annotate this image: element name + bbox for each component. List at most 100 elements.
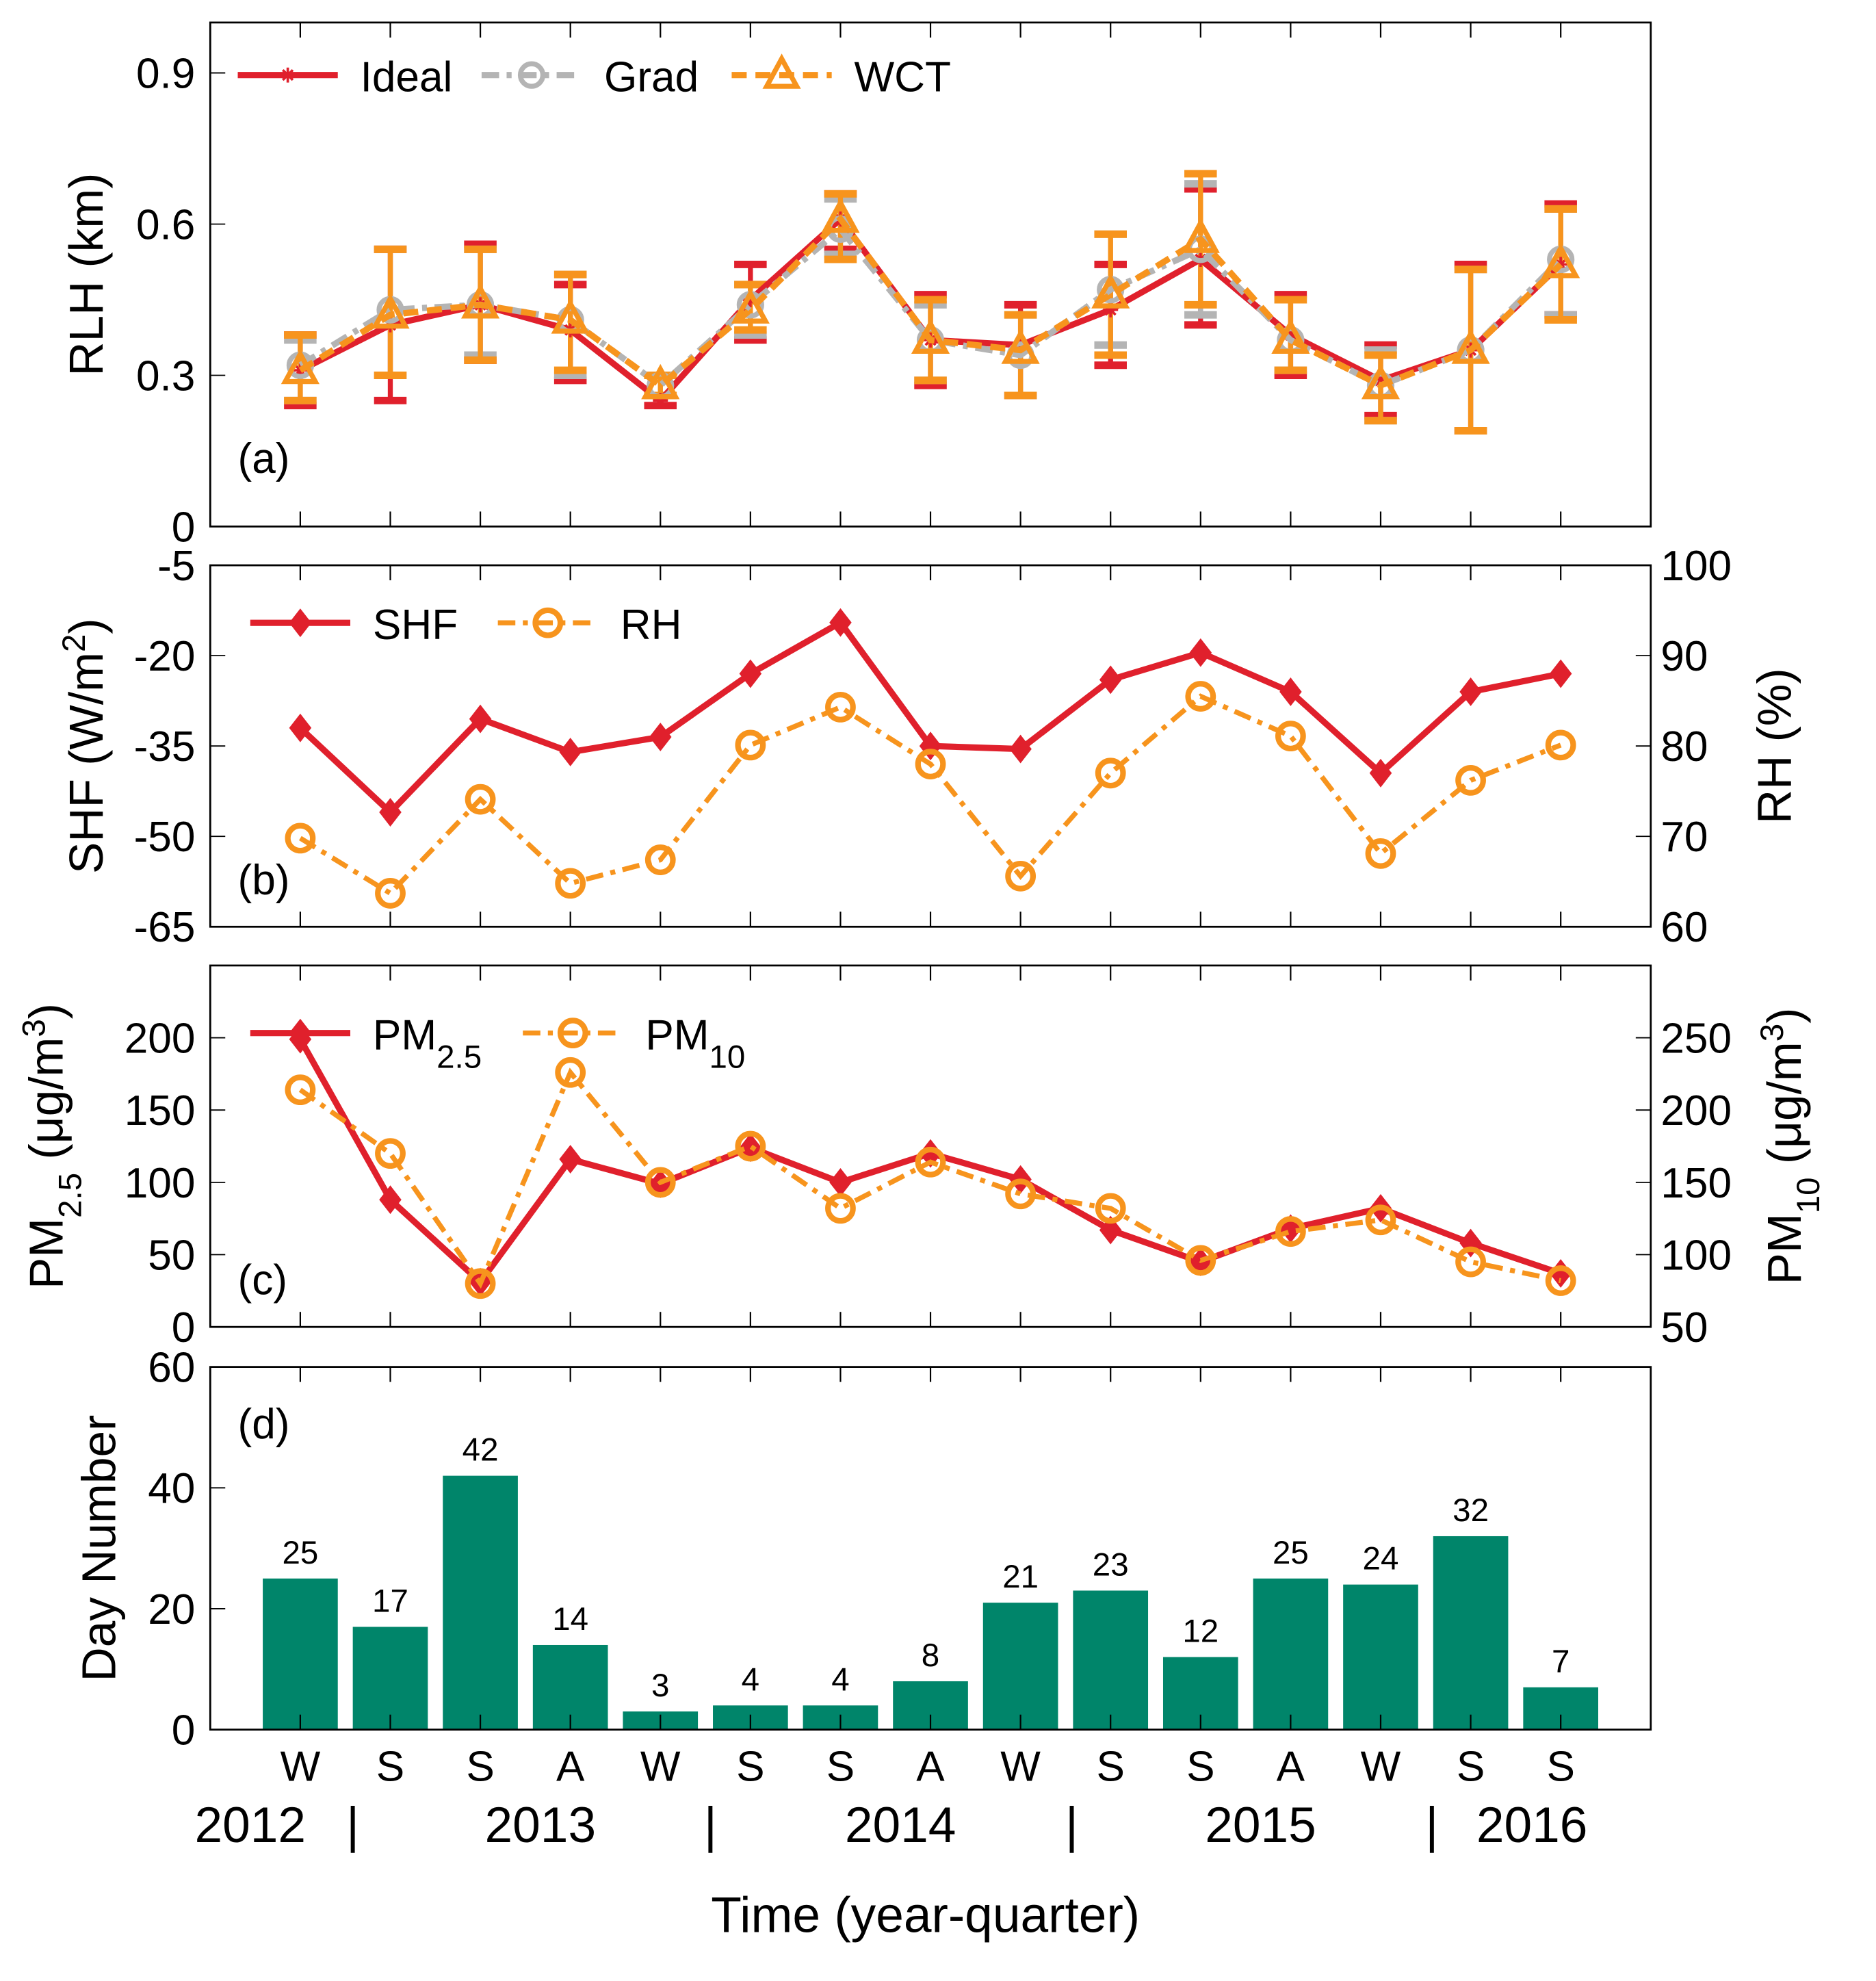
y-axis-d-tick-label: 20 — [148, 1586, 195, 1633]
data-point — [1275, 721, 1306, 752]
data-point — [517, 61, 546, 89]
y-axis-b-tick-label: -20 — [134, 633, 196, 680]
legend-label: PM2.5 — [373, 1011, 482, 1075]
y-axis-c-tick-label: 150 — [125, 1087, 196, 1135]
panel-label-d: (d) — [238, 1401, 290, 1448]
data-point — [1275, 1216, 1306, 1247]
series-rh — [285, 681, 1576, 909]
x-tick-label: A — [1277, 1744, 1305, 1791]
year-separator: | — [704, 1798, 717, 1853]
data-point — [1185, 681, 1216, 712]
legend-pm10: PM10 — [523, 1011, 745, 1075]
series-wct-line — [298, 214, 1563, 390]
y2-axis-c-tick-label: 50 — [1660, 1304, 1708, 1351]
data-point — [379, 798, 402, 827]
y-axis-c-tick-label: 200 — [125, 1015, 196, 1063]
bar — [443, 1475, 518, 1730]
data-point — [1545, 729, 1576, 761]
x-axis-label: Time (year-quarter) — [711, 1888, 1140, 1943]
legend-label: SHF — [373, 601, 458, 649]
data-point — [285, 823, 316, 854]
y2-axis-label-b: RH (%) — [1747, 668, 1801, 824]
bar-value-label: 3 — [651, 1668, 669, 1704]
y-axis-a-tick-label: 0.6 — [136, 201, 195, 248]
y-axis-d-tick-label: 40 — [148, 1465, 195, 1512]
bar — [1253, 1578, 1329, 1730]
data-point — [1459, 677, 1482, 706]
y2-axis-b-tick-label: 80 — [1660, 723, 1708, 771]
data-point — [469, 704, 492, 734]
bar — [1343, 1584, 1418, 1730]
data-point — [280, 67, 296, 83]
series-wct — [281, 197, 1580, 400]
panel-label-a: (a) — [238, 435, 290, 482]
bar-value-label: 23 — [1093, 1547, 1129, 1583]
panel-label-b: (b) — [238, 857, 290, 904]
bar-value-label: 25 — [1273, 1535, 1309, 1571]
legend-ideal: Ideal — [237, 53, 453, 101]
panel-label-c: (c) — [238, 1257, 287, 1304]
y-axis-d-tick-label: 0 — [172, 1707, 196, 1755]
legend-label: Ideal — [361, 53, 453, 101]
data-point — [532, 607, 564, 638]
data-point — [551, 298, 590, 334]
bar — [263, 1578, 338, 1730]
bar-value-label: 7 — [1552, 1644, 1569, 1680]
x-tick-label: S — [1457, 1744, 1485, 1791]
data-point — [289, 608, 312, 638]
y-axis-c-tick-label: 50 — [148, 1232, 195, 1279]
data-point — [1009, 734, 1032, 764]
data-point — [559, 738, 582, 766]
x-tick-label: S — [1546, 1744, 1574, 1791]
data-point — [1365, 1204, 1396, 1236]
data-point — [1185, 1245, 1216, 1276]
data-point — [731, 288, 770, 324]
x-tick-label: W — [1000, 1744, 1041, 1791]
y-axis-a-tick-label: 0 — [172, 504, 196, 551]
data-point — [1189, 638, 1212, 667]
series-shf — [289, 608, 1572, 827]
data-point — [555, 868, 586, 899]
year-label: 2012 — [194, 1798, 306, 1853]
bar — [1073, 1590, 1149, 1730]
y-axis-d-tick-label: 60 — [148, 1345, 195, 1392]
data-point — [644, 844, 676, 875]
data-point — [644, 1167, 676, 1198]
data-point — [1283, 327, 1299, 343]
series-rh-line — [298, 693, 1562, 897]
data-point — [1005, 1178, 1037, 1210]
data-point — [915, 1146, 946, 1178]
data-point — [829, 1167, 852, 1197]
data-point — [375, 1138, 406, 1169]
data-point — [1001, 328, 1040, 364]
data-point — [742, 292, 758, 307]
data-point — [915, 749, 946, 779]
year-label: 2015 — [1205, 1798, 1316, 1853]
x-tick-label: S — [1096, 1744, 1124, 1791]
data-point — [1103, 302, 1119, 318]
y-axis-a-tick-label: 0.9 — [136, 50, 195, 97]
y2-axis-b-tick-label: 60 — [1660, 904, 1708, 951]
bar-value-label: 4 — [742, 1661, 759, 1698]
data-point — [1095, 1193, 1126, 1224]
x-tick-label: A — [556, 1744, 585, 1791]
x-tick-label: W — [640, 1744, 681, 1791]
x-tick-label: S — [376, 1744, 404, 1791]
y-axis-label-a: RLH (km) — [60, 173, 113, 376]
data-point — [1181, 218, 1220, 253]
data-point — [735, 729, 766, 761]
y-axis-label-b: SHF (W/m2) — [56, 618, 114, 874]
bar-value-label: 24 — [1363, 1541, 1399, 1577]
legend-grad: Grad — [481, 53, 699, 101]
data-point — [1279, 677, 1302, 706]
bar-value-label: 25 — [282, 1535, 318, 1571]
x-tick-label: A — [916, 1744, 945, 1791]
y-axis-label-d: Day Number — [72, 1415, 125, 1682]
bar-value-label: 21 — [1002, 1559, 1039, 1595]
data-point — [735, 1130, 766, 1162]
x-tick-label: W — [1361, 1744, 1401, 1791]
y2-axis-c-tick-label: 150 — [1660, 1160, 1732, 1207]
data-point — [281, 348, 320, 385]
data-point — [1541, 243, 1580, 279]
